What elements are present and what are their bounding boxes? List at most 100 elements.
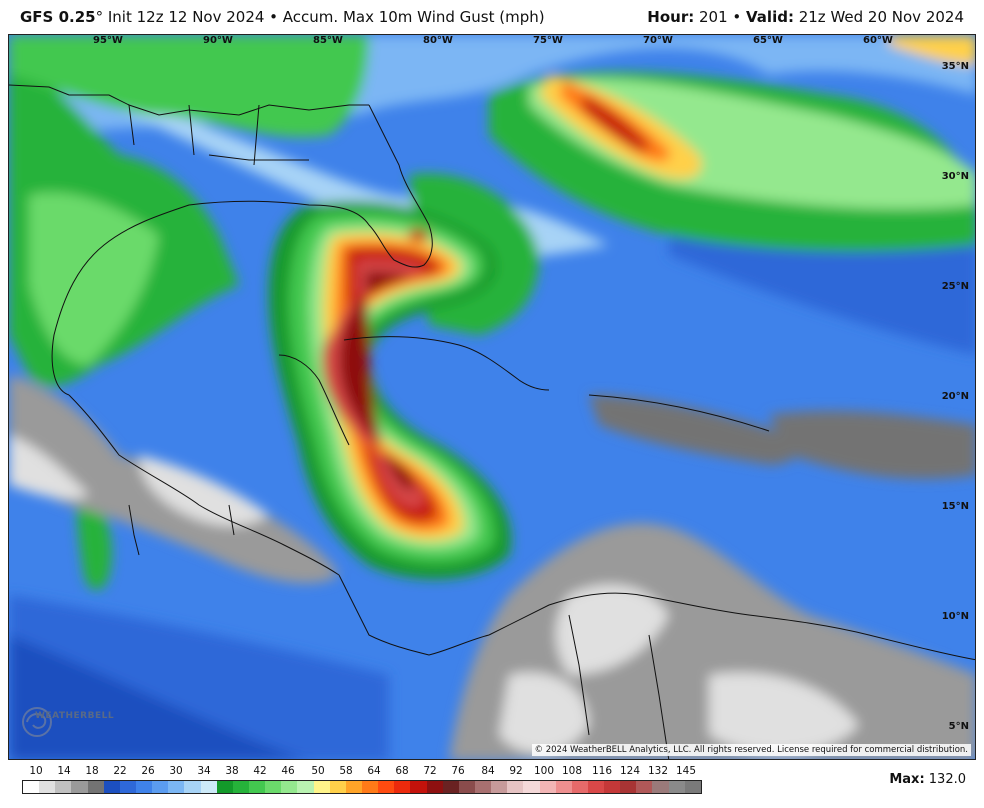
- lat-label-25n: 25°N: [941, 281, 969, 292]
- max-value-readout: Max: 132.0: [889, 772, 966, 787]
- legend-swatch: [232, 781, 249, 793]
- legend-tick: 14: [57, 765, 71, 777]
- legend-swatch: [474, 781, 492, 793]
- logo-swirl-icon: [22, 707, 52, 737]
- legend-tick: 22: [113, 765, 127, 777]
- lat-label-5n: 5°N: [948, 721, 969, 732]
- legend-tick: 38: [225, 765, 239, 777]
- legend-swatch: [184, 781, 201, 793]
- valid-separator: •: [727, 8, 747, 26]
- legend-swatch: [168, 781, 185, 793]
- legend-swatch: [684, 781, 701, 793]
- legend-swatch: [668, 781, 685, 793]
- legend-ticks: 10 14 18 22 26 30 34 38 42 46 50 58 64 6…: [22, 765, 702, 779]
- legend-swatch: [103, 781, 120, 793]
- legend-tick: 64: [367, 765, 381, 777]
- legend-swatch: [87, 781, 104, 793]
- model-name: GFS 0.25: [20, 8, 96, 26]
- weatherbell-logo: WEATHERBELL: [15, 699, 114, 745]
- legend-swatch: [345, 781, 362, 793]
- legend-swatch: [297, 781, 314, 793]
- legend-swatch: [329, 781, 346, 793]
- copyright-notice: © 2024 WeatherBELL Analytics, LLC. All r…: [531, 744, 971, 756]
- lon-label-80w: 80°W: [423, 35, 453, 46]
- legend-tick: 50: [311, 765, 325, 777]
- legend-swatch: [378, 781, 395, 793]
- max-label: Max:: [889, 772, 925, 787]
- lon-label-90w: 90°W: [203, 35, 233, 46]
- legend-swatch: [152, 781, 169, 793]
- lon-label-65w: 65°W: [753, 35, 783, 46]
- legend-swatch: [39, 781, 56, 793]
- lon-label-85w: 85°W: [313, 35, 343, 46]
- legend-swatch: [281, 781, 298, 793]
- legend-swatch: [23, 781, 40, 793]
- lon-label-95w: 95°W: [93, 35, 123, 46]
- wind-field: [9, 35, 975, 759]
- legend-tick: 76: [451, 765, 465, 777]
- legend-swatch: [604, 781, 621, 793]
- legend-swatch: [313, 781, 330, 793]
- legend-swatch: [394, 781, 411, 793]
- legend-swatch: [71, 781, 88, 793]
- legend-swatch: [458, 781, 475, 793]
- legend-tick: 26: [141, 765, 155, 777]
- legend-swatch: [507, 781, 524, 793]
- legend-tick: 58: [339, 765, 353, 777]
- legend-swatch: [571, 781, 588, 793]
- run-title: GFS 0.25° Init 12z 12 Nov 2024 • Accum. …: [20, 8, 545, 26]
- legend-tick: 46: [281, 765, 295, 777]
- wind-gust-map[interactable]: 95°W 90°W 85°W 80°W 75°W 70°W 65°W 60°W …: [8, 34, 976, 760]
- legend-swatch: [587, 781, 605, 793]
- legend-tick: 10: [29, 765, 43, 777]
- legend-tick: 116: [591, 765, 613, 777]
- legend-swatch: [491, 781, 508, 793]
- legend-swatch: [523, 781, 540, 793]
- legend-swatch: [620, 781, 637, 793]
- coastlines: [9, 84, 975, 759]
- logo-text: WEATHERBELL: [35, 711, 115, 721]
- legend-swatch: [265, 781, 282, 793]
- valid-label: Valid:: [746, 8, 794, 26]
- legend-swatch: [135, 781, 153, 793]
- lat-label-30n: 30°N: [941, 171, 969, 182]
- legend-tick: 18: [85, 765, 99, 777]
- legend-swatch: [119, 781, 136, 793]
- valid-time: Hour: 201 • Valid: 21z Wed 20 Nov 2024: [647, 8, 964, 26]
- map-canvas: [9, 35, 975, 759]
- legend-swatch: [361, 781, 379, 793]
- legend-swatch: [200, 781, 217, 793]
- legend-swatch: [539, 781, 556, 793]
- lat-label-15n: 15°N: [941, 501, 969, 512]
- lat-label-35n: 35°N: [941, 61, 969, 72]
- legend-swatch: [442, 781, 459, 793]
- color-legend: 10 14 18 22 26 30 34 38 42 46 50 58 64 6…: [22, 765, 702, 795]
- legend-swatch: [426, 781, 443, 793]
- legend-tick: 68: [395, 765, 409, 777]
- legend-swatch: [216, 781, 233, 793]
- hour-value: 201: [694, 8, 728, 26]
- lon-label-75w: 75°W: [533, 35, 563, 46]
- legend-swatch: [55, 781, 72, 793]
- header: GFS 0.25° Init 12z 12 Nov 2024 • Accum. …: [0, 0, 984, 34]
- degree-symbol: °: [95, 8, 104, 26]
- legend-tick: 42: [253, 765, 267, 777]
- legend-tick: 92: [509, 765, 523, 777]
- valid-value: 21z Wed 20 Nov 2024: [793, 8, 964, 26]
- legend-swatch: [555, 781, 572, 793]
- legend-tick: 108: [561, 765, 583, 777]
- lon-label-60w: 60°W: [863, 35, 893, 46]
- legend-swatch: [248, 781, 266, 793]
- legend-tick: 145: [675, 765, 697, 777]
- lat-label-10n: 10°N: [941, 611, 969, 622]
- legend-tick: 84: [481, 765, 495, 777]
- legend-swatch: [652, 781, 669, 793]
- hour-label: Hour:: [647, 8, 695, 26]
- legend-tick: 100: [533, 765, 555, 777]
- init-and-field: Init 12z 12 Nov 2024 • Accum. Max 10m Wi…: [103, 8, 545, 26]
- legend-swatch: [636, 781, 653, 793]
- legend-swatch: [410, 781, 427, 793]
- legend-tick: 124: [619, 765, 641, 777]
- legend-tick: 132: [647, 765, 669, 777]
- max-value: 132.0: [924, 772, 966, 787]
